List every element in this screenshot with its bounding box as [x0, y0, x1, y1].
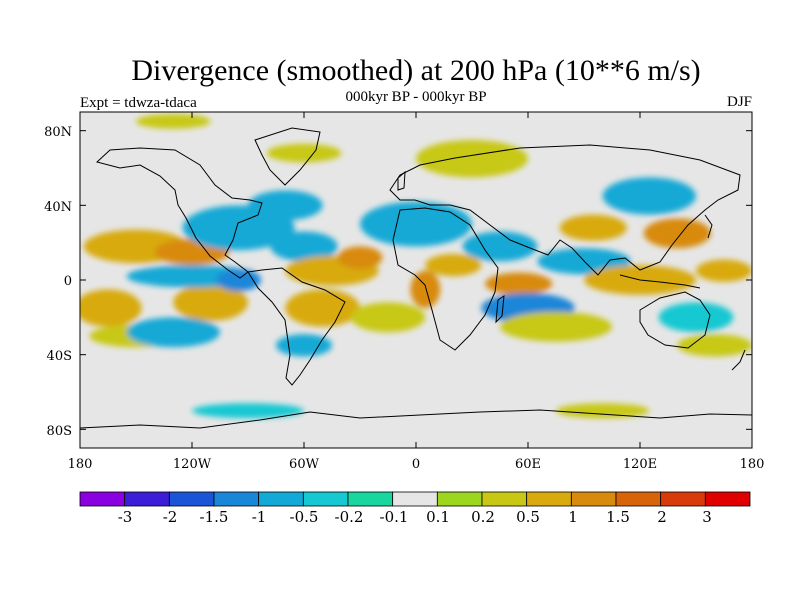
field-blob — [136, 113, 211, 129]
field-blob — [337, 246, 383, 269]
coastline-antarctica — [80, 409, 752, 429]
lon-label-180e: 180 — [740, 457, 765, 472]
colorbar-label: -3 — [118, 508, 133, 526]
lon-label-120w: 120W — [173, 457, 212, 472]
field-blob — [360, 201, 472, 247]
coastline-greenland — [254, 127, 321, 186]
colorbar-swatch — [526, 491, 572, 507]
colorbar-label: 0.1 — [426, 508, 450, 526]
lon-label-60w: 60W — [289, 457, 320, 472]
coastline-south-america — [247, 267, 346, 386]
colorbar-swatch — [258, 491, 304, 507]
colorbar-swatch — [392, 491, 438, 507]
colorbar-label: 2 — [657, 508, 667, 526]
coastline-australia — [639, 291, 711, 349]
colorbar-labels: -3 -2 -1.5 -1 -0.5 -0.2 -0.1 0.1 0.2 0.5… — [118, 508, 712, 526]
colorbar-label: -0.1 — [380, 508, 409, 526]
map-title: Divergence (smoothed) at 200 hPa (10**6 … — [131, 54, 700, 87]
coastline-indonesia — [619, 274, 701, 289]
lat-label-40s: 40S — [47, 349, 72, 364]
colorbar-label: -0.2 — [335, 508, 364, 526]
colorbar — [79, 491, 751, 507]
latitude-labels: 80N 40N 0 40S 80S — [44, 125, 72, 439]
coastline-new-zealand — [731, 349, 746, 371]
field-blob — [285, 289, 360, 327]
coastline-north-america — [95, 147, 263, 279]
field-blob — [425, 253, 482, 277]
colorbar-swatch — [79, 491, 126, 507]
colorbar-label: -2 — [163, 508, 178, 526]
field-blob — [485, 272, 553, 295]
lat-label-80n: 80N — [44, 125, 72, 140]
field-blob — [173, 283, 248, 322]
colorbar-label: -1 — [252, 508, 267, 526]
colorbar-swatch — [481, 491, 528, 507]
field-blob — [410, 270, 441, 309]
season-label: DJF — [727, 94, 752, 110]
axis-ticks — [79, 112, 753, 448]
field-blob — [643, 218, 711, 249]
lon-label-0: 0 — [412, 457, 420, 472]
lon-label-60e: 60E — [515, 457, 541, 472]
lon-label-120e: 120E — [623, 457, 657, 472]
field-blob — [80, 289, 142, 327]
colorbar-label: -0.5 — [290, 508, 319, 526]
coastline-europe-asia — [389, 144, 741, 276]
colorbar-label: 1.5 — [606, 508, 630, 526]
colorbar-swatch — [660, 491, 706, 507]
colorbar-swatch — [436, 491, 483, 507]
field-blob — [556, 403, 650, 419]
field-blob — [559, 214, 627, 241]
coastline-japan — [704, 214, 713, 239]
field-blob — [658, 302, 734, 333]
colorbar-label: 0.5 — [516, 508, 540, 526]
coastline-africa — [392, 207, 499, 351]
field-blob — [416, 140, 528, 178]
lon-label-180w: 180 — [68, 457, 93, 472]
colorbar-swatch — [704, 491, 751, 507]
colorbar-swatch — [302, 491, 349, 507]
colorbar-swatch — [124, 491, 170, 507]
colorbar-swatch — [570, 491, 617, 507]
experiment-label: Expt = tdwza-tdaca — [80, 95, 197, 111]
field-blob — [696, 259, 752, 282]
divergence-field — [80, 113, 752, 419]
field-blob — [192, 403, 304, 419]
field-blob — [248, 190, 323, 221]
colorbar-swatch — [213, 491, 260, 507]
colorbar-label: -1.5 — [200, 508, 229, 526]
colorbar-swatch — [347, 491, 394, 507]
colorbar-label: 0.2 — [471, 508, 495, 526]
lat-label-80s: 80S — [47, 424, 72, 439]
coastline-madagascar — [495, 294, 505, 324]
field-blob — [266, 143, 342, 163]
lat-label-40n: 40N — [44, 200, 72, 215]
field-blob — [270, 231, 338, 262]
field-blob — [126, 317, 220, 348]
map-subtitle: 000kyr BP - 000kyr BP — [345, 89, 486, 105]
colorbar-swatch — [168, 491, 215, 507]
field-blob — [602, 177, 696, 215]
lat-label-0: 0 — [64, 274, 72, 289]
field-blob — [276, 334, 332, 357]
field-blob — [462, 231, 538, 262]
longitude-labels: 180 120W 60W 0 60E 120E 180 — [68, 457, 765, 472]
field-blob — [500, 311, 612, 342]
colorbar-swatch — [615, 491, 662, 507]
colorbar-label: 3 — [702, 508, 712, 526]
field-blob — [216, 268, 262, 292]
field-blob — [350, 302, 426, 333]
coastline-uk — [397, 170, 406, 191]
coastlines — [80, 127, 752, 429]
colorbar-label: 1 — [568, 508, 578, 526]
field-blob — [677, 334, 752, 357]
